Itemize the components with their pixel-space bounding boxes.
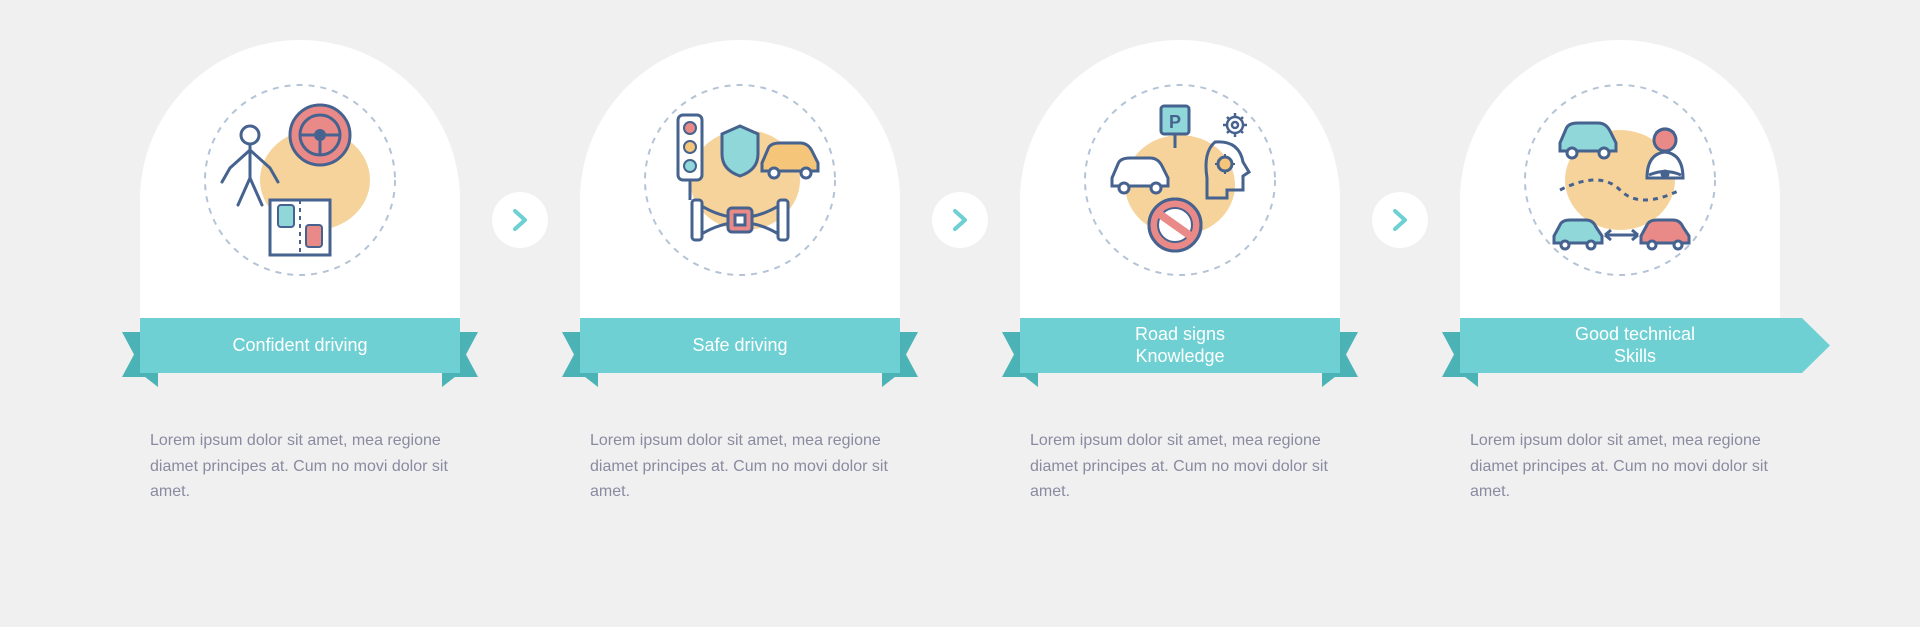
ribbon: Confident driving xyxy=(130,318,470,388)
arch-panel xyxy=(1460,40,1780,320)
connector-arrow xyxy=(1360,80,1440,360)
chevron-right-icon xyxy=(1372,192,1428,248)
ribbon-label: Confident driving xyxy=(232,335,367,357)
step-body-text: Lorem ipsum dolor sit amet, mea regione … xyxy=(1470,428,1770,505)
chevron-right-icon xyxy=(492,192,548,248)
connector-arrow xyxy=(480,80,560,360)
confident-driving-icon xyxy=(200,80,400,280)
ribbon: Safe driving xyxy=(570,318,910,388)
step-road-signs: P xyxy=(1000,40,1360,505)
arch-panel xyxy=(140,40,460,320)
ribbon-label: Safe driving xyxy=(692,335,787,357)
chevron-right-icon xyxy=(932,192,988,248)
step-body-text: Lorem ipsum dolor sit amet, mea regione … xyxy=(590,428,890,505)
infographic-container: Confident driving Lorem ipsum dolor sit … xyxy=(0,0,1920,505)
step-safe-driving: Safe driving Lorem ipsum dolor sit amet,… xyxy=(560,40,920,505)
step-body-text: Lorem ipsum dolor sit amet, mea regione … xyxy=(150,428,450,505)
step-confident-driving: Confident driving Lorem ipsum dolor sit … xyxy=(120,40,480,505)
ribbon: Road signs Knowledge xyxy=(1010,318,1350,388)
step-body-text: Lorem ipsum dolor sit amet, mea regione … xyxy=(1030,428,1330,505)
step-technical-skills: Good technical Skills Lorem ipsum dolor … xyxy=(1440,40,1800,505)
ribbon-label: Good technical Skills xyxy=(1575,324,1695,367)
technical-skills-icon xyxy=(1520,80,1720,280)
ribbon-label: Road signs Knowledge xyxy=(1135,324,1225,367)
safe-driving-icon xyxy=(640,80,840,280)
connector-arrow xyxy=(920,80,1000,360)
road-signs-icon: P xyxy=(1080,80,1280,280)
arch-panel xyxy=(580,40,900,320)
ribbon-arrow-shape: Good technical Skills xyxy=(1450,318,1790,388)
svg-text:P: P xyxy=(1169,112,1181,132)
arch-panel: P xyxy=(1020,40,1340,320)
